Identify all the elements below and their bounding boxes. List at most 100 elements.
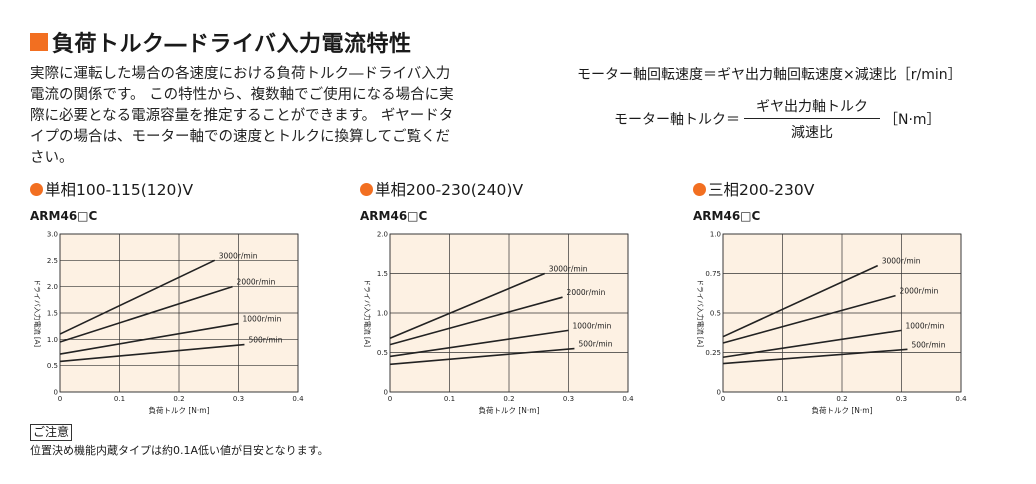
series-line (389, 296, 563, 346)
fraction-numerator: ギヤ出力軸トルク (744, 96, 880, 119)
chart-panel-1: 単相100-115(120)V ARM46□C 0 0.1 0.2 0.3 0.4 0 0.… (30, 178, 330, 418)
series-line (722, 348, 908, 365)
y-tick-label: 1.5 (47, 310, 58, 318)
x-tick-label: 0 (58, 395, 62, 403)
chart-svg: 0 0.1 0.2 0.3 0.4 0 0.5 1.0 1.5 2.0 2.5 3.0 負荷トルク [N… (33, 231, 304, 416)
x-tick-label: 0 (388, 395, 392, 403)
plot-frame (59, 233, 299, 393)
y-tick-label: 1.0 (710, 231, 721, 239)
speed-formula: モーター軸回転速度＝ギヤ出力軸回転速度×減速比［r/min］ (577, 67, 962, 83)
title-square-icon (30, 33, 48, 51)
y-tick-label: 1.0 (47, 336, 58, 344)
plot-frame (389, 233, 629, 393)
x-axis-label: 負荷トルク [N·m] (148, 405, 209, 415)
description-line: イプの場合は、モーター軸での速度とトルクに換算してご覧くだ (30, 129, 451, 145)
description-line: 際に必要となる電源容量を推定することができます。 ギヤードタ (30, 108, 454, 124)
series-line (59, 343, 245, 363)
description: 実際に運転した場合の各速度における負荷トルク―ドライバ入力 電流の関係です。 こ… (30, 64, 520, 169)
x-tick-label: 0.2 (503, 395, 514, 403)
x-tick-label: 0.2 (836, 395, 847, 403)
chart-heading: 三相200-230V (693, 178, 814, 200)
y-tick-label: 1.0 (377, 310, 388, 318)
y-axis-label: ドライバ入力電流 [A] (33, 279, 42, 348)
series-label: 500r/min (911, 340, 945, 349)
x-tick-label: 0.2 (173, 395, 184, 403)
series-line (389, 272, 546, 340)
x-tick-label: 0.3 (896, 395, 907, 403)
torque-formula-lhs: モーター軸トルク＝ (614, 112, 740, 128)
y-tick-label: 0 (54, 389, 58, 397)
chart-panel-3: 三相200-230V ARM46□C 0 0.1 0.2 0.3 0.4 0 0.25 0.5… (693, 178, 993, 418)
y-tick-label: 0 (384, 389, 388, 397)
bullet-dot-icon (360, 182, 373, 196)
description-line: 実際に運転した場合の各速度における負荷トルク―ドライバ入力 (30, 66, 451, 82)
y-tick-label: 2.5 (47, 257, 58, 265)
series-label: 500r/min (248, 336, 282, 345)
series-label: 3000r/min (882, 257, 921, 266)
chart-panel-2: 単相200-230(240)V ARM46□C 0 0.1 0.2 0.3 0.4 0 0.… (360, 178, 660, 418)
y-tick-label: 0.5 (377, 349, 388, 357)
description-line: さい。 (30, 150, 74, 166)
y-tick-label: 0.5 (710, 310, 721, 318)
model-name: ARM46□C (360, 209, 428, 223)
title-text: 負荷トルク―ドライバ入力電流特性 (52, 32, 412, 57)
series-line (59, 322, 239, 355)
series-line (722, 329, 902, 359)
series-line (722, 294, 896, 344)
series-label: 1000r/min (906, 321, 945, 330)
x-tick-label: 0 (721, 395, 725, 403)
chart-heading: 単相200-230(240)V (360, 178, 523, 200)
y-tick-label: 0.5 (47, 362, 58, 370)
caution-label: ご注意 (30, 424, 73, 441)
bullet-dot-icon (693, 182, 706, 196)
model-name: ARM46□C (30, 209, 98, 223)
chart-svg: 0 0.1 0.2 0.3 0.4 0 0.25 0.5 0.75 1.0 負荷トルク [N·m] ド… (696, 231, 967, 416)
y-tick-label: 0 (717, 389, 721, 397)
x-axis-label: 負荷トルク [N·m] (478, 405, 539, 415)
chart-heading: 単相100-115(120)V (30, 178, 193, 200)
description-line: 電流の関係です。 この特性から、複数軸でご使用になる場合に実 (30, 87, 454, 103)
series-label: 1000r/min (243, 315, 282, 324)
y-tick-label: 2.0 (377, 231, 388, 239)
chart-svg: 0 0.1 0.2 0.3 0.4 0 0.5 1.0 1.5 2.0 負荷トルク [N·m] ドライ… (363, 231, 634, 416)
series-line (389, 347, 575, 366)
series-label: 500r/min (578, 340, 612, 349)
bullet-dot-icon (30, 182, 43, 196)
x-tick-label: 0.4 (292, 395, 304, 403)
y-axis-label: ドライバ入力電流 [A] (696, 279, 705, 348)
chart-heading-text: 単相200-230(240)V (375, 181, 524, 199)
torque-formula: モーター軸トルク＝ ギヤ出力軸トルク 減速比 ［N·m］ (614, 96, 941, 142)
x-tick-label: 0.3 (233, 395, 244, 403)
series-label: 3000r/min (549, 265, 588, 274)
y-tick-label: 2.0 (47, 283, 58, 291)
series-line (722, 264, 879, 338)
section-title: 負荷トルク―ドライバ入力電流特性 (30, 27, 412, 57)
model-name: ARM46□C (693, 209, 761, 223)
y-axis-label: ドライバ入力電流 [A] (363, 279, 372, 348)
series-line (59, 259, 216, 335)
series-line (389, 329, 569, 358)
x-tick-label: 0.3 (563, 395, 574, 403)
y-tick-label: 0.75 (705, 270, 721, 278)
caution-text: 位置決め機能内蔵タイプは約0.1A低い値が目安となります。 (30, 444, 329, 457)
y-tick-label: 1.5 (377, 270, 388, 278)
fraction-denominator: 減速比 (791, 125, 833, 141)
series-label: 2000r/min (900, 287, 939, 296)
series-label: 2000r/min (567, 288, 606, 297)
series-label: 1000r/min (573, 321, 612, 330)
y-tick-label: 0.25 (705, 349, 721, 357)
torque-fraction: ギヤ出力軸トルク 減速比 (744, 96, 880, 142)
plot-frame (722, 233, 962, 393)
y-tick-label: 3.0 (47, 231, 58, 239)
torque-formula-unit: ［N·m］ (884, 112, 941, 128)
series-label: 2000r/min (237, 278, 276, 287)
chart-heading-text: 三相200-230V (708, 181, 815, 199)
chart-heading-text: 単相100-115(120)V (45, 181, 194, 199)
x-tick-label: 0.4 (622, 395, 634, 403)
x-tick-label: 0.1 (114, 395, 125, 403)
x-tick-label: 0.1 (777, 395, 788, 403)
x-tick-label: 0.4 (955, 395, 967, 403)
x-tick-label: 0.1 (444, 395, 455, 403)
series-line (59, 285, 233, 343)
x-axis-label: 負荷トルク [N·m] (811, 405, 872, 415)
